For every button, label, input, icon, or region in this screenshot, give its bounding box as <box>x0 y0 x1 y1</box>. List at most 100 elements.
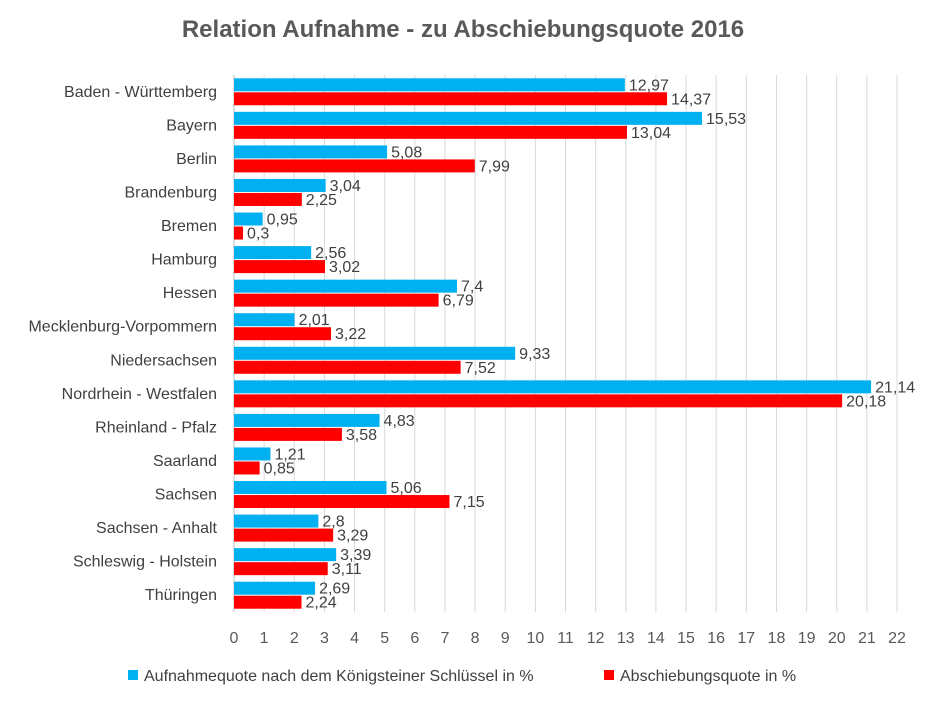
bar-abschiebungsquote <box>234 427 342 441</box>
bar-aufnahmequote <box>234 581 316 595</box>
x-tick-label: 1 <box>260 630 269 647</box>
category-label: Rheinland - Pfalz <box>95 419 217 436</box>
category-label: Sachsen - Anhalt <box>96 520 218 537</box>
category-label: Bayern <box>166 117 217 134</box>
bar-aufnahmequote <box>234 548 337 562</box>
x-tick-label: 20 <box>828 630 846 647</box>
bar-abschiebungsquote <box>234 595 302 609</box>
data-label-abschiebungsquote: 3,11 <box>332 561 362 578</box>
bar-aufnahmequote <box>234 246 312 260</box>
x-tick-label: 16 <box>707 630 725 647</box>
bar-aufnahmequote <box>234 447 271 461</box>
data-label-aufnahmequote: 21,14 <box>875 379 915 396</box>
category-label: Thüringen <box>145 587 217 604</box>
x-tick-label: 21 <box>858 630 876 647</box>
category-label: Berlin <box>176 151 217 168</box>
x-tick-label: 4 <box>350 630 359 647</box>
bar-abschiebungsquote <box>234 327 332 341</box>
data-label-abschiebungsquote: 13,04 <box>631 125 671 142</box>
data-label-abschiebungsquote: 2,25 <box>306 192 337 209</box>
bar-abschiebungsquote <box>234 360 461 374</box>
legend-label-aufnahmequote: Aufnahmequote nach dem Königsteiner Schl… <box>144 668 534 685</box>
category-label: Bremen <box>161 218 217 235</box>
data-label-aufnahmequote: 15,53 <box>706 111 746 128</box>
data-label-aufnahmequote: 1,21 <box>274 446 305 463</box>
bar-abschiebungsquote <box>234 394 843 408</box>
data-label-aufnahmequote: 12,97 <box>629 77 669 94</box>
x-tick-label: 2 <box>290 630 299 647</box>
data-label-abschiebungsquote: 3,22 <box>335 326 366 343</box>
data-label-abschiebungsquote: 7,99 <box>479 158 510 175</box>
category-label: Schleswig - Holstein <box>73 554 217 571</box>
x-tick-label: 15 <box>677 630 695 647</box>
data-label-aufnahmequote: 2,01 <box>299 312 330 329</box>
legend-item-abschiebungsquote: Abschiebungsquote in % <box>604 668 796 686</box>
data-label-aufnahmequote: 9,33 <box>519 346 550 363</box>
x-tick-label: 11 <box>557 630 574 647</box>
x-tick-label: 9 <box>501 630 510 647</box>
data-label-aufnahmequote: 2,69 <box>319 581 350 598</box>
data-label-abschiebungsquote: 0,3 <box>247 226 269 243</box>
bar-aufnahmequote <box>234 346 516 360</box>
category-label: Sachsen <box>155 487 217 504</box>
data-label-abschiebungsquote: 3,29 <box>337 528 368 545</box>
x-tick-label: 3 <box>320 630 329 647</box>
x-tick-label: 12 <box>587 630 605 647</box>
category-label: Baden - Württemberg <box>64 84 217 101</box>
x-tick-label: 19 <box>798 630 816 647</box>
x-tick-label: 17 <box>737 630 755 647</box>
data-label-aufnahmequote: 3,04 <box>330 178 361 195</box>
bar-abschiebungsquote <box>234 528 334 542</box>
x-tick-label: 8 <box>471 630 480 647</box>
bar-abschiebungsquote <box>234 192 302 206</box>
chart-title: Relation Aufnahme - zu Abschiebungsquote… <box>181 16 745 43</box>
x-tick-label: 13 <box>617 630 635 647</box>
legend-swatch-abschiebungsquote <box>604 670 614 680</box>
bar-aufnahmequote <box>234 212 263 226</box>
bar-aufnahmequote <box>234 111 703 125</box>
legend-label-abschiebungsquote: Abschiebungsquote in % <box>620 668 797 685</box>
x-tick-label: 14 <box>647 630 665 647</box>
category-label: Hessen <box>163 285 217 302</box>
bar-aufnahmequote <box>234 279 458 293</box>
bar-abschiebungsquote <box>234 226 244 240</box>
bar-aufnahmequote <box>234 178 326 192</box>
bar-abschiebungsquote <box>234 461 260 475</box>
data-label-abschiebungsquote: 0,85 <box>264 460 295 477</box>
bar-abschiebungsquote <box>234 260 326 274</box>
data-label-aufnahmequote: 4,83 <box>384 413 415 430</box>
category-label: Hamburg <box>151 252 217 269</box>
x-tick-label: 7 <box>441 630 450 647</box>
data-label-aufnahmequote: 5,08 <box>391 144 422 161</box>
x-tick-label: 10 <box>526 630 544 647</box>
data-label-aufnahmequote: 2,56 <box>315 245 346 262</box>
legend-item-aufnahmequote: Aufnahmequote nach dem Königsteiner Schl… <box>128 668 534 686</box>
data-label-aufnahmequote: 3,39 <box>340 547 371 564</box>
x-tick-label: 22 <box>888 630 906 647</box>
category-label: Saarland <box>153 453 217 470</box>
bar-abschiebungsquote <box>234 562 328 576</box>
category-label: Mecklenburg-Vorpommern <box>28 319 217 336</box>
data-label-abschiebungsquote: 7,15 <box>453 494 484 511</box>
data-label-abschiebungsquote: 2,24 <box>306 595 337 612</box>
data-label-abschiebungsquote: 6,79 <box>443 293 474 310</box>
data-label-abschiebungsquote: 14,37 <box>671 91 711 108</box>
x-tick-label: 5 <box>380 630 389 647</box>
category-label: Nordrhein - Westfalen <box>62 386 217 403</box>
category-label: Niedersachsen <box>110 352 217 369</box>
bar-aufnahmequote <box>234 413 380 427</box>
data-label-abschiebungsquote: 7,52 <box>465 360 496 377</box>
bar-abschiebungsquote <box>234 293 439 307</box>
bar-aufnahmequote <box>234 514 319 528</box>
data-label-aufnahmequote: 2,8 <box>322 514 344 531</box>
x-tick-label: 6 <box>410 630 419 647</box>
bar-abschiebungsquote <box>234 159 475 173</box>
legend-swatch-aufnahmequote <box>128 670 138 680</box>
bar-aufnahmequote <box>234 481 387 495</box>
data-label-abschiebungsquote: 3,58 <box>346 427 377 444</box>
x-tick-label: 18 <box>768 630 786 647</box>
data-label-aufnahmequote: 0,95 <box>267 212 298 229</box>
bar-aufnahmequote <box>234 380 872 394</box>
